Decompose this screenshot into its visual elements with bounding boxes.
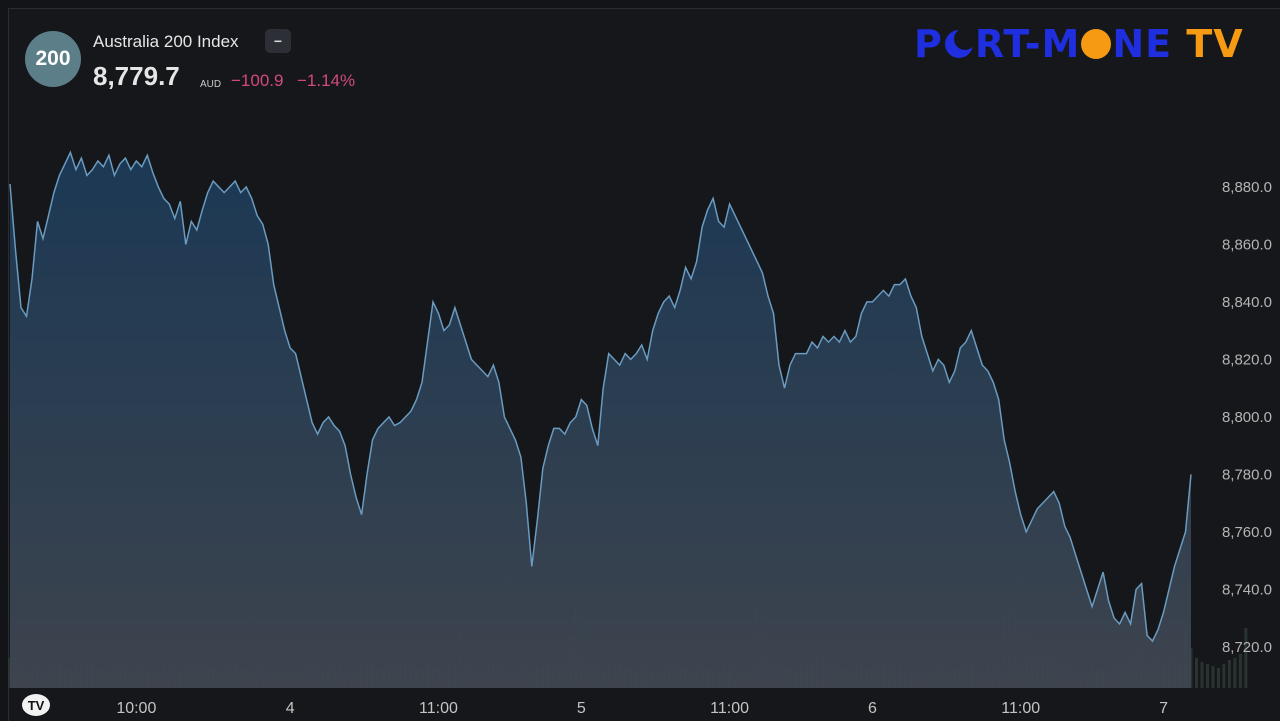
price-axis[interactable]: 8,880.0 8,860.0 8,840.0 8,820.0 8,800.0 8,780… — [1222, 179, 1272, 656]
y-tick-label: 8,760.0 — [1222, 524, 1272, 541]
y-tick-label: 8,780.0 — [1222, 466, 1272, 483]
brand-text-part: RT-M — [974, 22, 1081, 66]
volume-bar — [1200, 662, 1204, 688]
volume-bar — [1244, 628, 1248, 688]
volume-bar — [1233, 658, 1237, 688]
y-tick-label: 8,860.0 — [1222, 236, 1272, 253]
collapse-legend-button[interactable]: − — [265, 29, 291, 53]
y-tick-label: 8,840.0 — [1222, 294, 1272, 311]
y-tick-label: 8,720.0 — [1222, 639, 1272, 656]
brand-watermark: P RT-M NE TV — [914, 22, 1244, 66]
last-price: 8,779.7 — [93, 61, 180, 91]
x-tick-label: 4 — [286, 700, 295, 717]
volume-bar — [1211, 666, 1215, 688]
x-tick-label: 10:00 — [116, 700, 156, 717]
volume-bar — [1217, 668, 1220, 688]
brand-text-part: NE — [1112, 22, 1173, 66]
y-tick-label: 8,800.0 — [1222, 409, 1272, 426]
currency-label: AUD — [200, 79, 222, 90]
price-line — [9, 150, 1192, 643]
volume-bar — [1222, 664, 1226, 688]
x-tick-label: 5 — [577, 700, 586, 717]
x-tick-label: 11:00 — [710, 700, 749, 717]
tradingview-logo-icon[interactable]: TV — [22, 694, 50, 716]
brand-text-part: TV — [1172, 22, 1244, 66]
y-tick-label: 8,820.0 — [1222, 351, 1272, 368]
volume-bar — [1227, 660, 1231, 688]
x-tick-label: 6 — [868, 700, 877, 717]
brand-text-part: P — [914, 22, 943, 66]
symbol-logo[interactable]: 200 — [25, 31, 81, 87]
y-tick-label: 8,880.0 — [1222, 179, 1272, 196]
x-tick-label: 11:00 — [419, 700, 458, 717]
x-tick-label: 11:00 — [1001, 700, 1040, 717]
price-change-percent: −1.14% — [297, 71, 356, 90]
y-tick-label: 8,740.0 — [1222, 581, 1272, 598]
volume-bar — [1195, 658, 1198, 688]
volume-bar — [1238, 654, 1242, 688]
volume-bar — [1206, 664, 1209, 688]
moon-icon — [943, 25, 976, 58]
symbol-name[interactable]: Australia 200 Index — [93, 32, 239, 51]
price-change: −100.9 — [231, 71, 284, 90]
x-tick-label: 7 — [1159, 700, 1168, 717]
sun-icon — [1080, 25, 1112, 59]
